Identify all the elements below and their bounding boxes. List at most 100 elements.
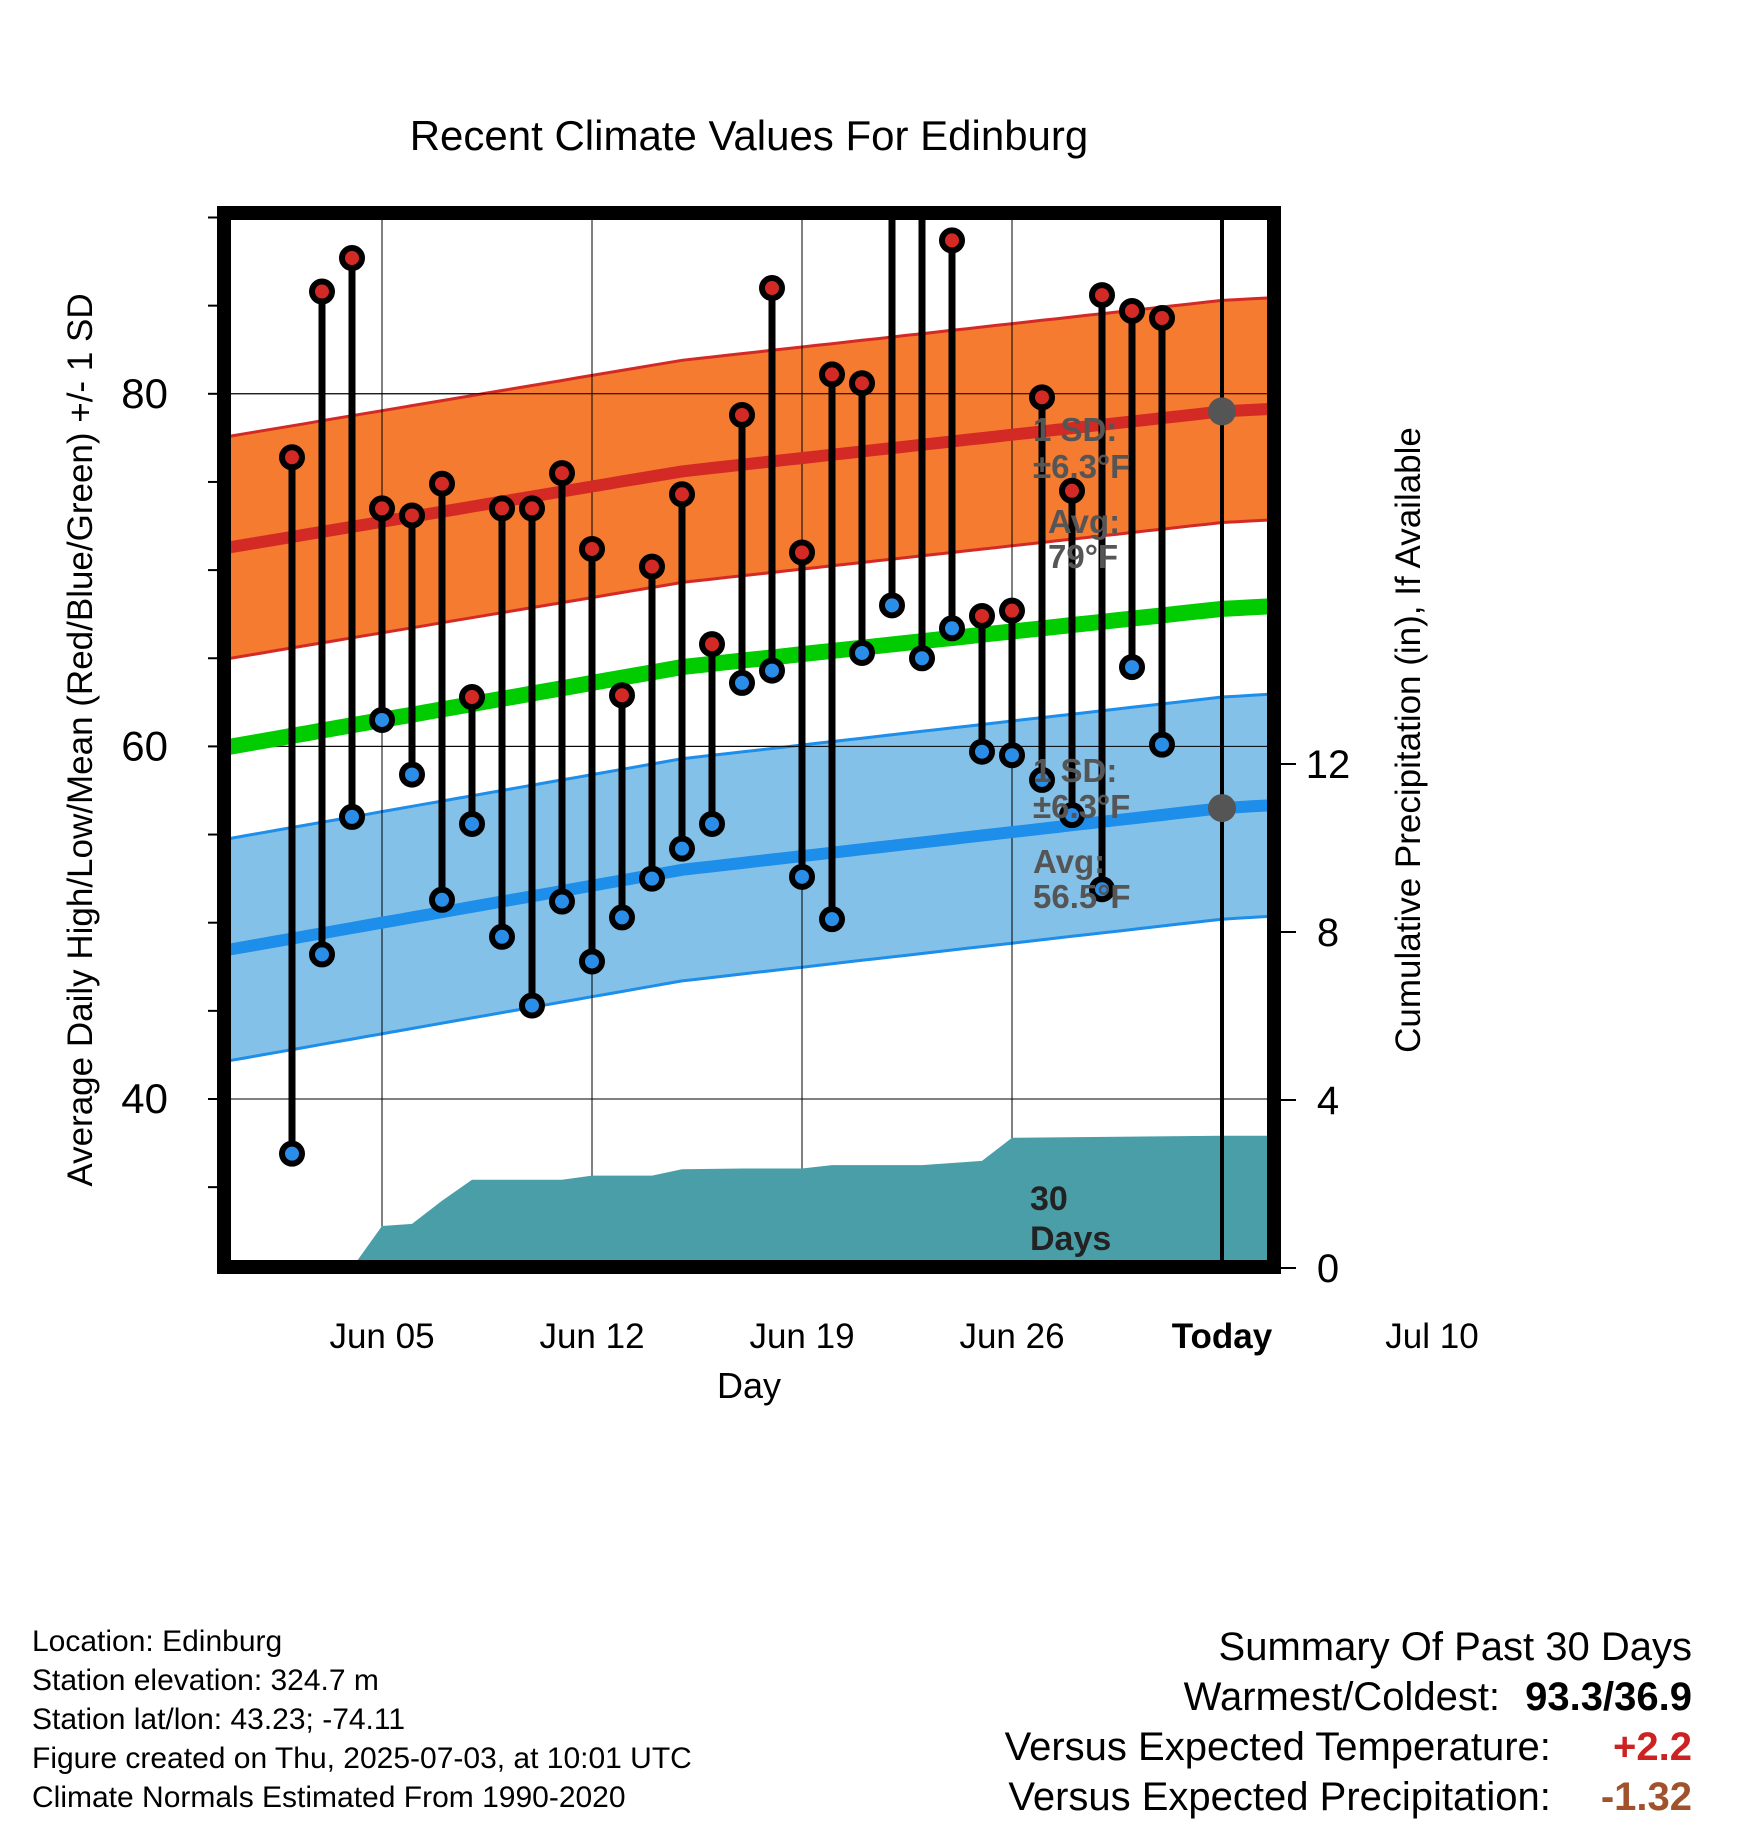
- y-axis-label-right: Cumulative Precipitation (in), If Availa…: [1389, 427, 1428, 1053]
- daily-high-marker: [549, 460, 575, 487]
- daily-low-marker: [549, 888, 575, 915]
- daily-high-marker: [639, 553, 665, 580]
- daily-high-marker: [309, 278, 335, 305]
- normals-text: Climate Normals Estimated From 1990-2020: [32, 1781, 626, 1814]
- daily-low-marker: [429, 886, 455, 913]
- summary-temp: Versus Expected Temperature: +2.2: [1005, 1722, 1692, 1772]
- daily-low-marker: [1149, 731, 1175, 758]
- daily-high-marker: [339, 245, 365, 272]
- warm-cold-label: Warmest/Coldest:: [1183, 1675, 1501, 1719]
- days-count-number: 30: [1030, 1180, 1068, 1218]
- daily-low-marker: [969, 738, 995, 765]
- warm-cold-value: 93.3/36.9: [1525, 1675, 1692, 1719]
- daily-high-marker: [489, 495, 515, 522]
- summary-heading: Summary Of Past 30 Days: [1218, 1625, 1692, 1669]
- high-sd-label: 1 SD:: [1033, 411, 1117, 448]
- daily-high-marker: [429, 470, 455, 497]
- daily-high-marker: [1149, 304, 1175, 331]
- high-sd-value: ±6.3°F: [1033, 448, 1130, 485]
- days-count-word: Days: [1030, 1220, 1111, 1258]
- daily-low-marker: [849, 639, 875, 666]
- high-avg-value: 79°F: [1048, 538, 1118, 575]
- daily-high-marker: [579, 535, 605, 562]
- daily-low-marker: [1059, 802, 1085, 829]
- daily-low-marker: [819, 906, 845, 933]
- daily-low-marker: [879, 592, 905, 619]
- daily-high-marker: [789, 539, 815, 566]
- daily-low-marker: [399, 761, 425, 788]
- y-axis-label-left: Average Daily High/Low/Mean (Red/Blue/Gr…: [61, 293, 100, 1186]
- daily-high-marker: [729, 401, 755, 428]
- daily-high-marker: [279, 444, 305, 471]
- temp-value: +2.2: [1613, 1725, 1692, 1769]
- y-tick-label-right: 8: [1317, 911, 1339, 955]
- daily-low-marker: [759, 657, 785, 684]
- high-sd-lower-edge: [224, 518, 1274, 661]
- daily-high-marker: [759, 275, 785, 302]
- daily-low-marker: [489, 923, 515, 950]
- plot-content: [224, 213, 1274, 1267]
- x-tick-label: Jun 26: [959, 1317, 1064, 1356]
- x-tick-label: Jun 12: [539, 1317, 644, 1356]
- daily-low-marker: [459, 810, 485, 837]
- daily-low-marker: [639, 865, 665, 892]
- temp-label: Versus Expected Temperature:: [1004, 1725, 1551, 1769]
- x-tick-label: Jun 05: [329, 1317, 434, 1356]
- x-tick-label: Jun 19: [749, 1317, 854, 1356]
- high-avg-label: Avg:: [1048, 503, 1120, 540]
- x-tick-label: Today: [1172, 1317, 1273, 1356]
- precip-label: Versus Expected Precipitation:: [1008, 1775, 1551, 1819]
- elevation-text: Station elevation: 324.7 m: [32, 1664, 379, 1697]
- daily-high-marker: [609, 682, 635, 709]
- daily-low-marker: [339, 803, 365, 830]
- daily-high-marker: [1059, 477, 1085, 504]
- daily-high-marker: [1029, 384, 1055, 411]
- low-sd-value: ±6.3°F: [1033, 788, 1130, 825]
- daily-low-marker: [699, 810, 725, 837]
- daily-low-marker: [279, 1140, 305, 1167]
- high-avg-marker: [1208, 397, 1236, 426]
- low-sd-label: 1 SD:: [1033, 752, 1117, 789]
- summary-warm-cold: Warmest/Coldest: 93.3/36.9: [1005, 1672, 1692, 1722]
- daily-high-marker: [669, 481, 695, 508]
- daily-low-marker: [609, 904, 635, 931]
- latlon-text: Station lat/lon: 43.23; -74.11: [32, 1703, 406, 1736]
- low-avg-marker: [1208, 794, 1236, 823]
- daily-high-marker: [1119, 297, 1145, 324]
- summary-panel: Summary Of Past 30 Days Warmest/Coldest:…: [1005, 1622, 1692, 1822]
- normal-low-line: [224, 799, 1274, 957]
- daily-high-marker: [399, 502, 425, 529]
- daily-low-marker: [729, 669, 755, 696]
- daily-low-marker: [789, 863, 815, 890]
- y-tick-label-right: 4: [1317, 1079, 1339, 1123]
- daily-low-marker: [309, 941, 335, 968]
- precip-value: -1.32: [1600, 1775, 1692, 1819]
- daily-low-marker: [369, 706, 395, 733]
- x-axis-label: Day: [717, 1365, 781, 1406]
- high-sd-upper-edge: [224, 296, 1274, 439]
- daily-low-marker: [1119, 654, 1145, 681]
- chart-title: Recent Climate Values For Edinburg: [410, 112, 1089, 159]
- normal-high-line: [224, 402, 1274, 555]
- summary-precip: Versus Expected Precipitation: -1.32: [1005, 1772, 1692, 1822]
- daily-high-marker: [939, 227, 965, 254]
- daily-high-marker: [819, 361, 845, 388]
- y-tick-label-left: 80: [121, 370, 168, 417]
- low-avg-value: 56.5°F: [1033, 878, 1131, 915]
- plot-frame: [217, 206, 1281, 1274]
- y-tick-label-right: 0: [1317, 1247, 1339, 1291]
- daily-low-marker: [1029, 766, 1055, 793]
- daily-high-marker: [1089, 282, 1115, 309]
- y-tick-label-right: 12: [1306, 743, 1351, 787]
- daily-low-marker: [999, 742, 1025, 769]
- daily-low-marker: [909, 645, 935, 672]
- daily-high-marker: [849, 370, 875, 397]
- daily-high-marker: [459, 684, 485, 711]
- low-avg-label: Avg:: [1033, 843, 1105, 880]
- location-text: Location: Edinburg: [32, 1625, 283, 1658]
- x-tick-label: Jul 10: [1385, 1317, 1478, 1356]
- daily-low-marker: [519, 992, 545, 1019]
- daily-low-marker: [579, 948, 605, 975]
- low-sd-lower-edge: [224, 914, 1274, 1064]
